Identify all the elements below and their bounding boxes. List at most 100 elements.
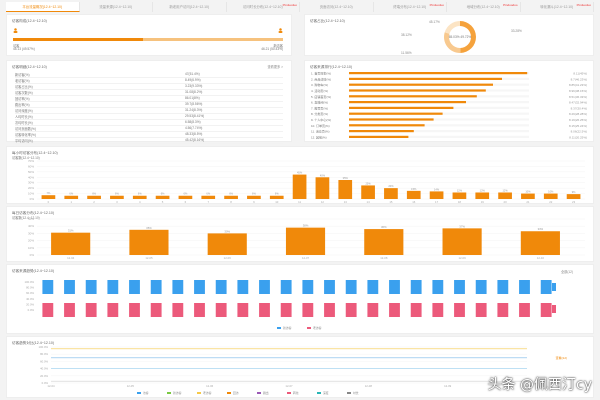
legend-label: 回访 <box>233 391 239 395</box>
bar-series-2 <box>410 303 422 317</box>
y-tick-label: 20% <box>28 186 34 190</box>
bar-series-2 <box>367 303 379 317</box>
bar <box>315 177 330 199</box>
legend-label: 老访客 <box>313 326 322 330</box>
bar-series-2 <box>42 303 54 317</box>
bar-series-1 <box>389 280 400 294</box>
bar-value-label: 6% <box>92 192 96 196</box>
bar-value-label: 8.37(30.4%) <box>571 106 587 110</box>
tab-3[interactable]: 新老用户访问(12.4~12.10) <box>153 2 227 12</box>
row-label: 老访客(%) <box>15 79 30 83</box>
card-title: 访客趋势对比(12.4~12.10) <box>12 341 55 345</box>
tab-badge: Pinduoduo <box>282 3 297 7</box>
bar-series-2 <box>215 303 227 317</box>
row-value: 6.58(8.3%) <box>185 120 201 124</box>
bar <box>349 101 466 104</box>
tab-7[interactable]: 地域分布(12.4~12.10) Pinduoduo <box>447 2 521 12</box>
bar-label: 10. 订单页(%) <box>311 123 330 128</box>
table-row: 访客占比(%) 3.23(9.33%) <box>15 83 283 90</box>
bar-value-label: 7% <box>47 191 51 195</box>
tab-label: 终端分布(12.4~12.10) <box>393 5 427 9</box>
bar <box>64 195 79 199</box>
bar-label: 12. 其他(%) <box>311 134 327 139</box>
bar-series-2 <box>259 303 270 317</box>
legend-swatch <box>197 392 201 394</box>
bar-value-label: 8.7(46.23%) <box>571 77 587 81</box>
donut-card: 访客占比(12.4~12.10) 65.03% 49.72% 45.17% 38… <box>304 14 594 56</box>
donut-label-right: 33.28% <box>511 29 522 33</box>
trend-compare-card: 访客趋势对比(12.4~12.10) 100.0% 80.0% 60.0% 40.0%… <box>6 336 594 398</box>
row-label: 平均访问(%) <box>15 139 33 143</box>
x-tick-label: 12-10 <box>537 256 545 260</box>
row-value: 45.42(8.16%) <box>185 138 205 142</box>
bar-value-label: 8.11(45%) <box>573 72 587 76</box>
table-row: 新访客(%) 47(51.4%) <box>15 71 283 78</box>
tab-label: 地域分布(12.4~12.10) <box>466 5 500 9</box>
bar-series-2 <box>150 303 162 317</box>
bar <box>41 195 56 199</box>
row-label: 次均时长(%) <box>15 121 33 125</box>
donut-label-left: 38.12% <box>401 33 412 37</box>
table-row: 访客转化率(%) 48.33(8.5%) <box>15 131 283 138</box>
x-tick-label: 5 <box>162 200 164 204</box>
bar-series-2 <box>497 303 509 317</box>
card-title: 每小时访客分布(12.4~12.10) <box>12 151 58 155</box>
tab-badge: Pinduoduo <box>429 3 444 7</box>
x-tick-label: 13 <box>344 200 348 204</box>
bar <box>498 192 512 199</box>
bar-series-2 <box>129 303 140 317</box>
view-more-link[interactable]: 查看更多 > <box>267 65 284 69</box>
legend-swatch-1 <box>277 327 281 329</box>
bar-value-label: 6% <box>252 192 256 196</box>
table-row: 老访客(%) 8.49(6.9%) <box>15 77 283 84</box>
table-row: 访问深度(%) 31.24(8.3%) <box>15 107 283 114</box>
y-tick-label: 70% <box>28 159 34 163</box>
tab-4[interactable]: 访问时长分布(12.4~12.10) Pinduoduo <box>227 2 300 12</box>
x-tick-label: 12-06 <box>224 256 232 260</box>
row-value: 31.08(8.2%) <box>185 90 203 94</box>
y-tick-label: 10% <box>28 192 34 196</box>
table-row: 次均时长(%) 6.58(8.3%) <box>15 119 283 126</box>
trend-line-chart: 100.0% 80.0% 60.0% 40.0% 20.0% 0.0%12-04 12-05… <box>39 345 568 395</box>
bar-series-1 <box>497 280 509 294</box>
bar-series-1 <box>280 280 292 294</box>
bar-value-label: 12% <box>457 188 463 192</box>
bar <box>520 231 560 255</box>
filter-link[interactable]: 全部(12) <box>560 270 573 274</box>
bar-series-1 <box>85 280 97 294</box>
bar-series-1 <box>129 280 140 294</box>
bar <box>475 192 490 199</box>
tab-5[interactable]: 页面访问(12.4~12.10) <box>300 2 374 12</box>
x-tick-label: 2 <box>93 200 95 204</box>
tab-8[interactable]: 转化漏斗(12.4~12.10) Pinduoduo <box>521 2 594 12</box>
bar <box>364 229 404 255</box>
y-tick-label: 0.0% <box>42 381 49 385</box>
row-value: 3.23(9.33%) <box>185 84 203 88</box>
tab-2[interactable]: 流量来源(12.4~12.10) <box>80 2 153 12</box>
tab-6[interactable]: 终端分布(12.4~12.10) Pinduoduo <box>374 2 447 12</box>
bar-value-label: 40% <box>320 173 326 177</box>
bar-series-1 <box>345 280 357 294</box>
bar-value-label: 6% <box>69 192 73 196</box>
left-value: 45.13 (49.57%) <box>13 47 35 51</box>
table-row: 人均时长(%) 29.53(8.41%) <box>15 113 283 120</box>
donut-slice <box>460 21 477 53</box>
bar <box>442 228 482 255</box>
source-ranking-card: 访客来源排行(12.4~12.10) 1. 首页搜索(%) 8.11(45%) 2.… <box>304 60 594 142</box>
bar-value-label: 31% <box>68 229 74 233</box>
bar <box>429 191 444 199</box>
y-tick-label: 0.0% <box>28 308 35 312</box>
bar-series-1 <box>64 280 75 294</box>
bar <box>338 180 353 199</box>
y-tick-label: 60.0% <box>40 359 48 363</box>
legend-label: 转化 <box>293 391 299 395</box>
right-label: 新访客 <box>273 44 283 48</box>
row-value: 86.01(8%) <box>185 96 200 100</box>
tab-1[interactable]: 平台流量概况(12.4~12.10) <box>6 2 80 12</box>
bar-series-2 <box>302 303 314 317</box>
table-row: 平均访问(%) 45.42(8.16%) <box>15 137 283 144</box>
bar-track <box>349 118 529 121</box>
tab-label: 页面访问(12.4~12.10) <box>319 5 353 9</box>
bar-label: 1. 首页搜索(%) <box>311 71 331 76</box>
x-tick-label: 18 <box>458 200 462 204</box>
